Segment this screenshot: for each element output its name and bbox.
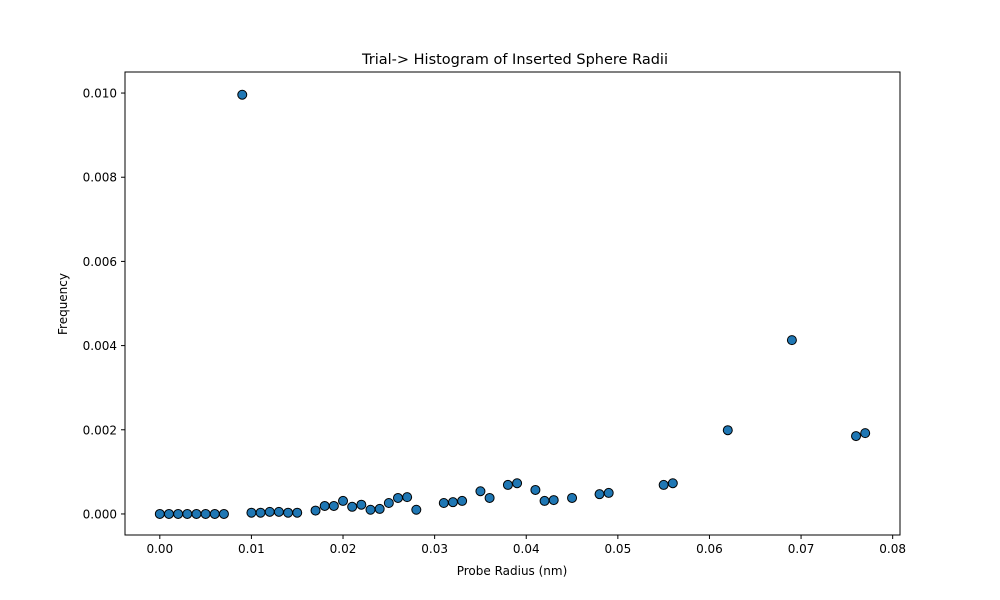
y-tick-label: 0.006: [83, 255, 117, 269]
data-point: [218, 508, 229, 519]
data-point: [255, 507, 266, 518]
data-point: [860, 428, 871, 439]
data-point: [347, 501, 358, 512]
data-point: [392, 492, 403, 503]
data-point: [594, 489, 605, 500]
data-point: [722, 425, 733, 436]
data-point: [548, 495, 559, 506]
data-point: [310, 505, 321, 516]
data-point: [319, 500, 330, 511]
x-tick-label: 0.03: [421, 542, 448, 556]
y-tick-label: 0.010: [83, 87, 117, 101]
data-points: [154, 89, 871, 519]
plot-frame: [124, 71, 901, 536]
data-point: [246, 507, 257, 518]
data-point: [447, 497, 458, 508]
x-axis-ticks: 0.00 0.01 0.02 0.03 0.04 0.05 0.06 0.07 0.08: [146, 535, 906, 556]
data-point: [273, 506, 284, 517]
y-tick-label: 0.000: [83, 507, 117, 521]
data-point: [484, 492, 495, 503]
data-point: [438, 498, 449, 509]
data-point: [200, 508, 211, 519]
data-point: [658, 479, 669, 490]
data-point: [356, 499, 367, 510]
data-point: [264, 506, 275, 517]
data-point: [851, 431, 862, 442]
data-point: [502, 479, 513, 490]
data-point: [512, 478, 523, 489]
data-point: [539, 495, 550, 506]
y-axis-label: Frequency: [56, 273, 70, 335]
y-tick-label: 0.002: [83, 423, 117, 437]
y-axis-ticks: 0.000 0.002 0.004 0.006 0.008 0.010: [83, 87, 125, 521]
y-tick-label: 0.008: [83, 171, 117, 185]
x-axis-label: Probe Radius (nm): [457, 564, 568, 578]
x-tick-label: 0.00: [146, 542, 173, 556]
data-point: [383, 498, 394, 509]
data-point: [173, 508, 184, 519]
data-point: [209, 508, 220, 519]
data-point: [411, 504, 422, 515]
data-point: [338, 495, 349, 506]
x-tick-label: 0.06: [696, 542, 723, 556]
data-point: [191, 508, 202, 519]
data-point: [402, 492, 413, 503]
x-tick-label: 0.02: [330, 542, 357, 556]
data-point: [154, 508, 165, 519]
data-point: [603, 487, 614, 498]
data-point: [237, 89, 248, 100]
data-point: [182, 508, 193, 519]
data-point: [292, 507, 303, 518]
data-point: [283, 507, 294, 518]
data-point: [374, 503, 385, 514]
data-point: [530, 484, 541, 495]
x-tick-label: 0.05: [604, 542, 631, 556]
data-point: [786, 335, 797, 346]
y-tick-label: 0.004: [83, 339, 117, 353]
data-point: [567, 492, 578, 503]
data-point: [667, 478, 678, 489]
chart-title: Trial-> Histogram of Inserted Sphere Rad…: [361, 52, 668, 68]
data-point: [328, 500, 339, 511]
data-point: [475, 486, 486, 497]
x-tick-label: 0.07: [788, 542, 815, 556]
x-tick-label: 0.04: [513, 542, 540, 556]
data-point: [457, 495, 468, 506]
data-point: [365, 504, 376, 515]
data-point: [163, 508, 174, 519]
x-tick-label: 0.08: [879, 542, 906, 556]
x-tick-label: 0.01: [238, 542, 265, 556]
